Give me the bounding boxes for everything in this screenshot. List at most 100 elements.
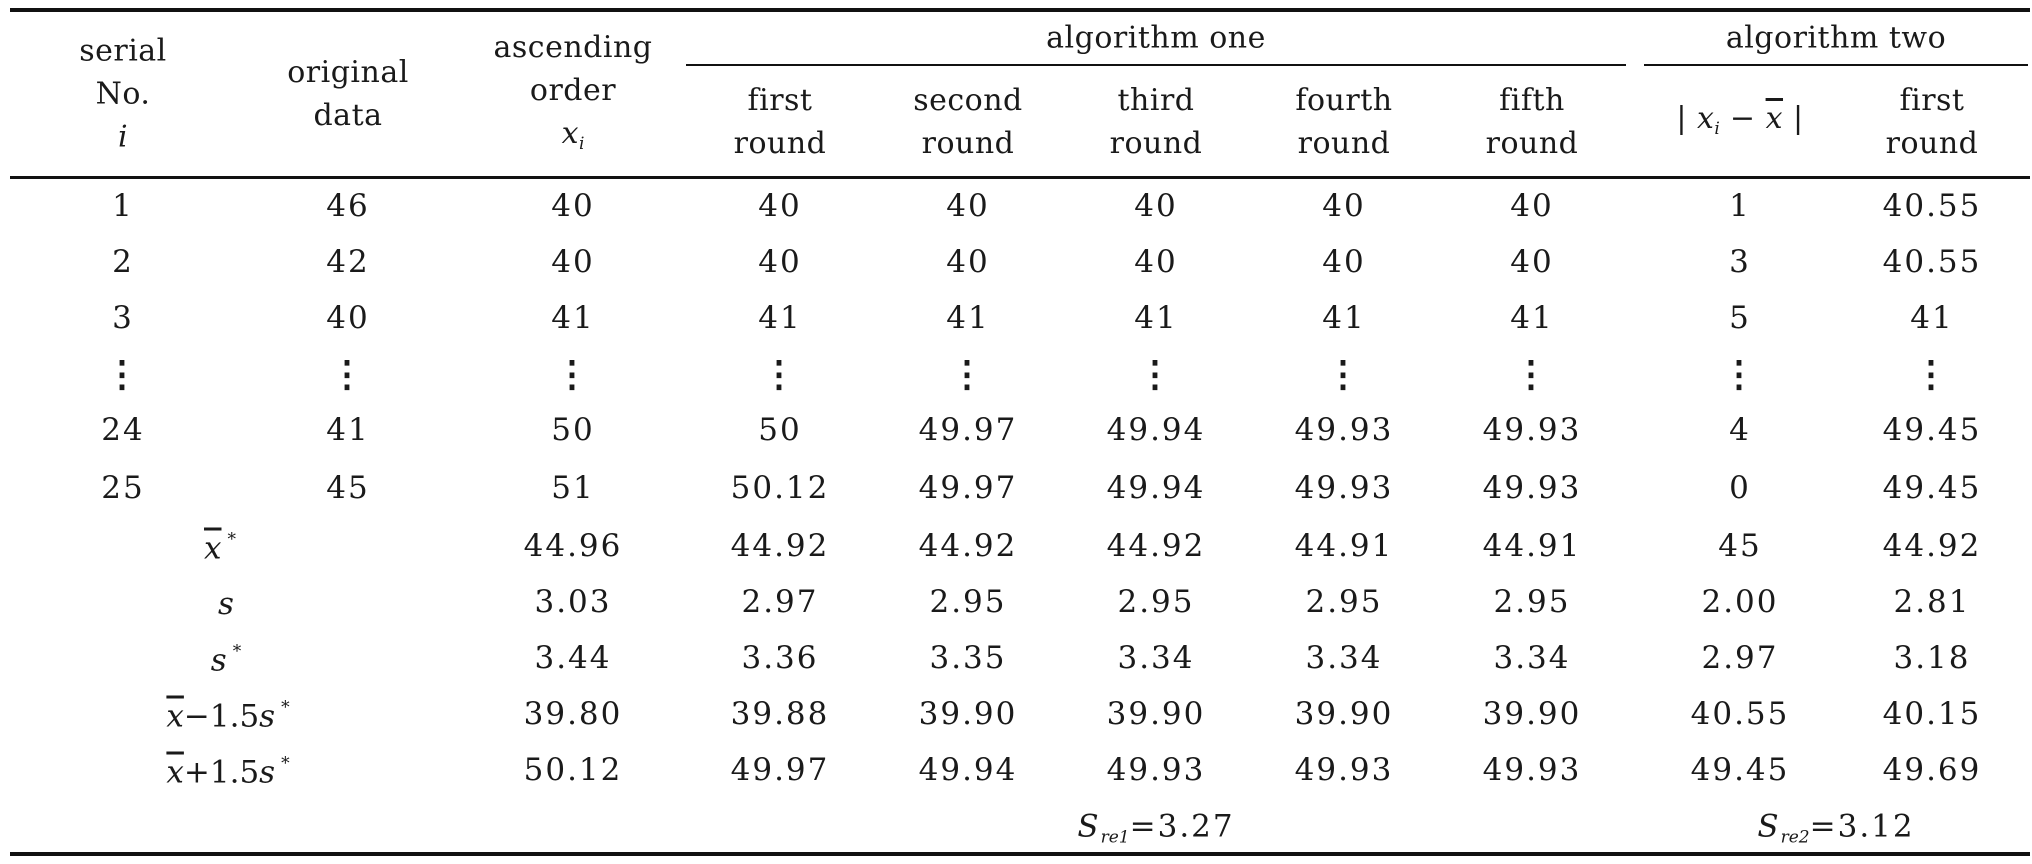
symbol-s: s: [218, 586, 234, 622]
table-cell: 40: [1322, 188, 1366, 224]
stat-cell: 44.91: [1294, 528, 1394, 564]
symbol-S: S: [1077, 808, 1101, 845]
table-cell: 42: [326, 244, 370, 280]
table-cell: 49.94: [1106, 412, 1206, 448]
table-cell: 41: [326, 412, 370, 448]
header-fourth-round: fourth round: [1295, 79, 1392, 165]
table-cell: 3: [112, 300, 134, 336]
minus-coef: −1.5: [183, 698, 260, 735]
table-cell: ⋮: [554, 353, 592, 395]
stat-label-s-star: s *: [211, 642, 241, 679]
stat-label-s: s: [218, 586, 234, 622]
table-cell: 40: [758, 244, 802, 280]
table-cell: 49.97: [918, 412, 1018, 448]
table-cell: 41: [946, 300, 990, 336]
table-cell: 40: [946, 244, 990, 280]
symbol-s: s: [210, 642, 227, 679]
table-cell: 40: [551, 188, 595, 224]
table-cell: 41: [1322, 300, 1366, 336]
table-cell: 1: [112, 188, 134, 224]
header-fifth-round: fifth round: [1486, 79, 1579, 165]
header-text: round: [1297, 126, 1391, 161]
stat-cell: 49.93: [1482, 752, 1582, 788]
stat-cell: 44.91: [1482, 528, 1582, 564]
table-cell: 41: [1910, 300, 1954, 336]
header-text: ascending: [493, 30, 653, 65]
header-text: original: [287, 55, 409, 90]
table-cell: 49.97: [918, 470, 1018, 506]
table-cell: 49.94: [1106, 470, 1206, 506]
header-text: data: [313, 98, 383, 133]
header-rule: [10, 176, 2030, 179]
stat-cell: 3.34: [1305, 640, 1383, 676]
table-cell: 49.93: [1482, 470, 1582, 506]
symbol-s: s: [259, 698, 276, 735]
symbol-s: s: [259, 754, 276, 791]
table-cell: 49.45: [1882, 470, 1982, 506]
stat-cell: 39.90: [1294, 696, 1394, 732]
header-text: order: [529, 73, 617, 108]
table-cell: 50: [758, 412, 802, 448]
header-text: round: [1485, 126, 1579, 161]
stat-cell: 49.45: [1690, 752, 1790, 788]
star: *: [281, 697, 290, 718]
bottom-rule: [10, 852, 2030, 856]
symbol-x: x: [561, 116, 579, 151]
stat-cell: 3.03: [534, 584, 612, 620]
header-text: round: [921, 126, 1015, 161]
star: *: [232, 641, 242, 662]
summary-alg1: Sre1=3.27: [1077, 809, 1234, 848]
header-text: No.: [95, 76, 151, 112]
header-text: fifth: [1499, 83, 1565, 118]
symbol-x: x: [1696, 101, 1715, 136]
table-cell: ⋮: [1137, 353, 1175, 395]
minus: −: [1729, 101, 1756, 136]
header-text: serial: [79, 33, 167, 69]
stat-cell: 39.90: [918, 696, 1018, 732]
stat-cell: 39.90: [1482, 696, 1582, 732]
table-cell: ⋮: [1513, 353, 1551, 395]
stat-cell: 2.97: [741, 584, 819, 620]
table-cell: 2: [112, 244, 134, 280]
header-alg2-first-round: first round: [1886, 79, 1979, 165]
table-cell: 49.45: [1882, 412, 1982, 448]
table-cell: 49.93: [1294, 470, 1394, 506]
stat-cell: 40.55: [1690, 696, 1790, 732]
symbol-x-bar: x: [166, 698, 184, 735]
stat-cell: 2.97: [1701, 640, 1779, 676]
table-cell: 40: [551, 244, 595, 280]
summary-value: =3.27: [1129, 808, 1235, 845]
header-text: fourth: [1295, 83, 1393, 118]
table-cell: 46: [326, 188, 370, 224]
stat-cell: 49.69: [1882, 752, 1982, 788]
header-second-round: second round: [913, 79, 1023, 165]
stat-cell: 3.18: [1893, 640, 1971, 676]
stat-cell: 44.92: [1882, 528, 1982, 564]
stat-cell: 44.92: [918, 528, 1018, 564]
table-cell: 51: [551, 470, 595, 506]
table-cell: 40.55: [1882, 244, 1982, 280]
header-third-round: third round: [1110, 79, 1203, 165]
stat-label-upper-bound: x+1.5s *: [166, 754, 289, 791]
table-cell: 41: [1510, 300, 1554, 336]
header-text: first: [1899, 83, 1965, 118]
table-cell: 24: [101, 412, 145, 448]
stat-cell: 44.96: [523, 528, 623, 564]
stat-cell: 39.90: [1106, 696, 1206, 732]
stat-cell: 2.81: [1893, 584, 1971, 620]
table-cell: ⋮: [1913, 353, 1951, 395]
symbol-S: S: [1757, 808, 1781, 845]
table-cell: 1: [1729, 188, 1751, 224]
stat-cell: 49.93: [1106, 752, 1206, 788]
table-cell: 50.12: [730, 470, 830, 506]
table-cell: 41: [758, 300, 802, 336]
stat-cell: 49.94: [918, 752, 1018, 788]
stat-cell: 40.15: [1882, 696, 1982, 732]
stat-cell: 49.97: [730, 752, 830, 788]
table-cell: 49.93: [1482, 412, 1582, 448]
table-cell: 40: [1134, 244, 1178, 280]
stat-cell: 3.34: [1117, 640, 1195, 676]
stat-cell: 39.88: [730, 696, 830, 732]
stat-cell: 2.95: [1305, 584, 1383, 620]
table-cell: 40.55: [1882, 188, 1982, 224]
